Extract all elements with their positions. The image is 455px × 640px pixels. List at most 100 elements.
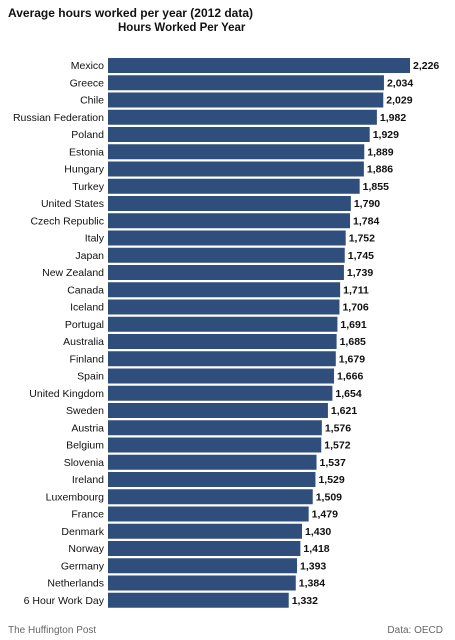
category-label: Norway — [68, 543, 104, 555]
category-label: Netherlands — [47, 578, 104, 590]
category-label: Sweden — [66, 405, 104, 417]
value-label: 1,691 — [340, 319, 366, 331]
bar — [108, 282, 341, 298]
value-label: 1,855 — [363, 181, 389, 193]
category-label: Finland — [70, 353, 105, 365]
category-label: Italy — [85, 233, 105, 245]
bar — [108, 144, 365, 160]
category-label: France — [71, 509, 104, 521]
value-label: 1,509 — [316, 491, 342, 503]
bar — [108, 230, 346, 246]
bar — [108, 161, 364, 177]
bar — [108, 420, 322, 436]
category-label: New Zealand — [42, 267, 104, 279]
data-source: Data: OECD — [387, 625, 443, 636]
value-label: 1,430 — [305, 526, 331, 538]
value-label: 1,418 — [303, 543, 329, 555]
bar — [108, 58, 410, 73]
value-label: 1,393 — [300, 560, 326, 572]
value-label: 1,739 — [347, 267, 373, 279]
category-label: Japan — [75, 250, 104, 262]
category-label: Hungary — [64, 164, 104, 176]
value-label: 2,029 — [386, 95, 412, 107]
category-label: Luxembourg — [46, 491, 105, 503]
value-label: 1,654 — [335, 388, 361, 400]
bar — [108, 351, 336, 367]
value-label: 1,982 — [380, 112, 406, 124]
bar — [108, 178, 360, 194]
category-label: Portugal — [65, 319, 104, 331]
value-label: 1,685 — [340, 336, 366, 348]
bar — [108, 541, 301, 556]
bar — [108, 299, 340, 315]
bar — [108, 316, 338, 332]
value-label: 1,784 — [353, 215, 379, 227]
category-label: Slovenia — [64, 457, 104, 469]
value-label: 1,529 — [318, 474, 344, 486]
bar — [108, 265, 344, 280]
value-label: 1,576 — [325, 422, 351, 434]
bar — [108, 454, 317, 470]
category-label: United States — [41, 198, 104, 210]
bar — [108, 247, 345, 263]
bar — [108, 506, 309, 522]
category-label: Belgium — [66, 440, 104, 452]
category-label: Iceland — [70, 302, 104, 314]
value-label: 1,889 — [367, 146, 393, 158]
value-label: 1,621 — [331, 405, 357, 417]
bar — [108, 109, 377, 125]
category-label: Mexico — [71, 60, 104, 72]
value-label: 2,034 — [387, 77, 413, 89]
category-label: Czech Republic — [30, 215, 104, 227]
bar — [108, 334, 337, 349]
bar — [108, 196, 351, 211]
value-label: 1,679 — [339, 353, 365, 365]
bar — [108, 368, 335, 384]
bar — [108, 523, 303, 539]
category-label: Spain — [77, 371, 104, 383]
category-label: Greece — [70, 77, 105, 89]
bar — [108, 437, 322, 453]
value-label: 1,706 — [342, 302, 368, 314]
value-label: 1,479 — [312, 509, 338, 521]
category-label: Ireland — [72, 474, 104, 486]
bar — [108, 92, 384, 108]
value-label: 1,666 — [337, 371, 363, 383]
bar — [108, 213, 351, 229]
category-label: Chile — [80, 95, 104, 107]
value-label: 1,711 — [343, 284, 369, 296]
bar — [108, 403, 328, 418]
bar — [108, 127, 370, 142]
category-label: 6 Hour Work Day — [24, 595, 105, 607]
value-label: 1,537 — [320, 457, 346, 469]
value-label: 1,745 — [348, 250, 374, 262]
chart-subtitle: Hours Worked Per Year — [118, 22, 246, 34]
bar — [108, 575, 296, 591]
category-label: Russian Federation — [13, 112, 104, 124]
value-label: 1,332 — [292, 595, 318, 607]
category-label: United Kingdom — [29, 388, 104, 400]
value-label: 2,226 — [413, 60, 439, 72]
publisher-credit: The Huffington Post — [8, 625, 97, 636]
bar — [108, 592, 289, 608]
value-label: 1,384 — [299, 578, 325, 590]
value-label: 1,790 — [354, 198, 380, 210]
value-label: 1,752 — [349, 233, 375, 245]
value-label: 1,929 — [373, 129, 399, 141]
bar — [108, 385, 333, 401]
category-label: Poland — [71, 129, 104, 141]
category-label: Austria — [71, 422, 104, 434]
chart-title: Average hours worked per year (2012 data… — [8, 6, 253, 20]
value-label: 1,886 — [367, 164, 393, 176]
value-label: 1,572 — [324, 440, 350, 452]
category-label: Germany — [61, 560, 105, 572]
bar — [108, 489, 313, 505]
bar — [108, 558, 297, 574]
category-label: Denmark — [61, 526, 104, 538]
bar — [108, 75, 384, 91]
category-label: Estonia — [69, 146, 104, 158]
category-label: Canada — [67, 284, 104, 296]
category-label: Australia — [63, 336, 104, 348]
bar — [108, 472, 316, 487]
